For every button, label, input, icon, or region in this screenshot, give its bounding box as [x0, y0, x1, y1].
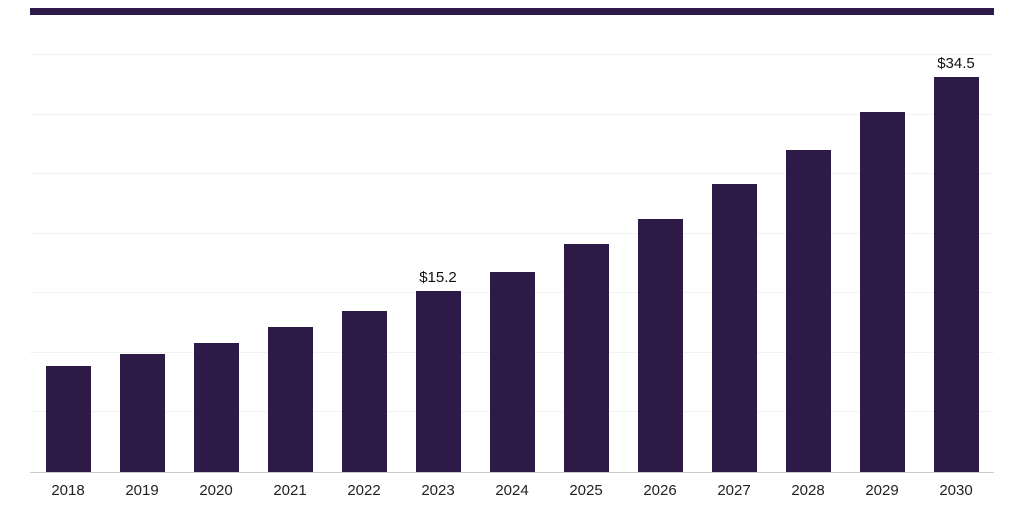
bar-2021	[267, 326, 313, 472]
bar-value-label-2023: $15.2	[419, 268, 457, 286]
x-tick-2027: 2027	[717, 482, 751, 499]
bar-2020	[193, 343, 239, 472]
bar-2026	[637, 219, 683, 472]
bar-column-2029	[859, 55, 905, 472]
bar-column-2019	[119, 55, 165, 472]
gridline	[30, 54, 994, 55]
bar-2027	[711, 183, 757, 472]
x-tick-2024: 2024	[495, 482, 529, 499]
gridline	[30, 232, 994, 234]
bar-column-2018	[45, 55, 91, 472]
bar-column-2025	[563, 55, 609, 472]
bar-column-2026	[637, 55, 683, 472]
bar-2023	[415, 290, 461, 472]
bar-column-2021	[267, 55, 313, 472]
bar-column-2027	[711, 55, 757, 472]
bar-column-2023: $15.2	[415, 55, 461, 472]
bar-column-2020	[193, 55, 239, 472]
x-tick-2023: 2023	[421, 482, 455, 499]
x-axis-ticks: 2018 2019 2020 2021 2022 2023 2024 2025 2026 2027…	[30, 482, 994, 499]
bar-2018	[45, 365, 91, 472]
bar-2022	[341, 311, 387, 472]
x-tick-2026: 2026	[643, 482, 677, 499]
x-tick-2025: 2025	[569, 482, 603, 499]
x-tick-2019: 2019	[125, 482, 159, 499]
bar-column-2024	[489, 55, 535, 472]
x-tick-2028: 2028	[791, 482, 825, 499]
bar-column-2028	[785, 55, 831, 472]
x-tick-2020: 2020	[199, 482, 233, 499]
x-tick-2022: 2022	[347, 482, 381, 499]
x-tick-2021: 2021	[273, 482, 307, 499]
bar-2028	[785, 150, 831, 472]
top-accent-bar	[30, 8, 994, 15]
bar-column-2022	[341, 55, 387, 472]
x-tick-2030: 2030	[939, 482, 973, 499]
bar-value-label-2030: $34.5	[937, 55, 975, 72]
bar-column-2030: $34.5	[933, 55, 979, 472]
bar-2025	[563, 244, 609, 472]
bar-2030	[933, 77, 979, 472]
bar-2029	[859, 112, 905, 472]
gridline	[30, 173, 994, 175]
x-tick-2018: 2018	[51, 482, 85, 499]
bar-2019	[119, 354, 165, 472]
x-tick-2029: 2029	[865, 482, 899, 499]
gridline	[30, 113, 994, 115]
bar-2024	[489, 271, 535, 472]
bars: $15.2 $34.5	[30, 55, 994, 472]
plot-area: $15.2 $34.5	[30, 54, 994, 473]
